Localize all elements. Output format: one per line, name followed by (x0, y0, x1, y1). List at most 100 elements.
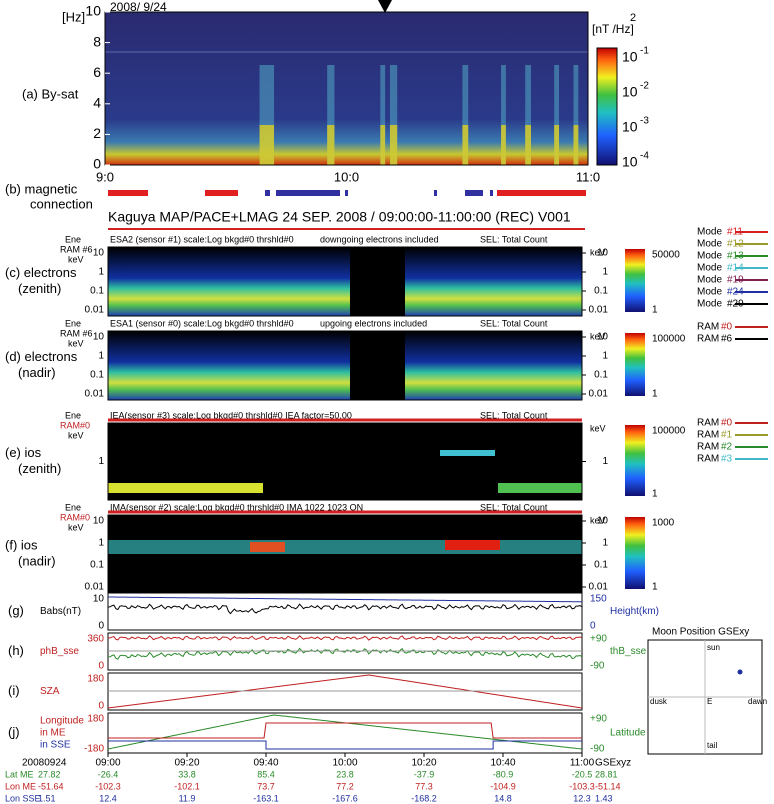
frame (107, 246, 583, 317)
label: (f) ios (5, 537, 38, 552)
label: [Hz] (62, 9, 85, 24)
label: +90 (590, 714, 607, 725)
label: -104.9 (490, 781, 516, 791)
label: 11:0 (576, 169, 600, 184)
label: RAM (697, 334, 719, 345)
label: Mode (697, 227, 722, 238)
label: 33.8 (178, 769, 196, 779)
label: Ene (65, 318, 81, 328)
label: -102.1 (174, 781, 200, 791)
label: Moon Position GSExy (652, 627, 749, 638)
colorbar (625, 333, 645, 396)
ion-hot (250, 542, 285, 552)
label: 1 (652, 489, 658, 500)
label: 12.3 (573, 793, 591, 803)
label: 0.01 (589, 305, 609, 316)
label: 28.81 (595, 769, 618, 779)
label: 2008/ 9/24 (110, 0, 167, 14)
label: 10 (622, 119, 638, 135)
ion-patch (440, 450, 495, 456)
label: (d) electrons (5, 349, 78, 364)
frame (104, 11, 589, 166)
label: +90 (590, 634, 607, 645)
label: GSExyz (595, 758, 631, 769)
label: connection (30, 196, 93, 211)
frame (107, 330, 583, 401)
label: -20.5 (572, 769, 593, 779)
label: 100000 (652, 426, 686, 437)
label: 1 (652, 389, 658, 400)
label: (zenith) (18, 281, 61, 296)
label: -2 (640, 81, 649, 92)
label: Ene (65, 502, 81, 512)
trace (107, 603, 583, 615)
label: Mode (697, 287, 722, 298)
label: 0.01 (85, 582, 105, 593)
label: #2 (721, 442, 733, 453)
label: RAM#0 (60, 420, 90, 430)
streak-core (501, 125, 506, 165)
label: -1 (640, 46, 649, 57)
streak-core (573, 125, 579, 165)
streak (554, 65, 560, 165)
label: 09:00 (95, 758, 120, 769)
label: -90 (590, 661, 605, 672)
label: downgoing electrons included (320, 234, 439, 244)
label: keV (590, 515, 606, 525)
streak (501, 65, 506, 165)
label: 180 (87, 714, 104, 725)
label: Latitude (610, 728, 646, 739)
label: 0.1 (594, 286, 608, 297)
ion-band (498, 483, 582, 493)
label: 150 (590, 594, 607, 605)
label: 0.1 (90, 370, 104, 381)
label: RAM (697, 454, 719, 465)
label: in ME (40, 728, 66, 739)
frame (107, 592, 583, 631)
label: RAM #6 (60, 328, 93, 338)
streak (573, 65, 579, 165)
label: phB_sse (40, 646, 79, 657)
label: 10 (622, 84, 638, 100)
label: -80.9 (493, 769, 514, 779)
label: Lon ME (5, 781, 36, 791)
streak (462, 65, 469, 165)
label: 0.01 (589, 389, 609, 400)
label: keV (590, 331, 606, 341)
label: ESA2 (sensor #1) scale:Log bkgd#0 thrshl… (110, 234, 294, 244)
label: 0.1 (90, 560, 104, 571)
label: 0 (93, 156, 101, 172)
label: RAM (697, 430, 719, 441)
colorbar (625, 249, 645, 312)
frame (107, 712, 583, 754)
label: 20080924 (22, 758, 67, 769)
trace (108, 740, 582, 750)
label: Lat ME (5, 769, 34, 779)
connection-bar (465, 190, 483, 196)
label: SEL: Total Count (480, 410, 548, 420)
streak (327, 65, 335, 165)
label: dusk (650, 697, 668, 706)
streak (380, 65, 386, 165)
moon-point (737, 669, 743, 675)
gap (350, 331, 405, 400)
streak-core (462, 125, 469, 165)
label: SZA (40, 686, 60, 697)
ion-band (108, 483, 263, 493)
label: keV (68, 254, 84, 264)
label: 10:00 (332, 758, 357, 769)
label: 100000 (652, 334, 686, 345)
label: -163.1 (253, 793, 279, 803)
label: 77.2 (336, 781, 354, 791)
connection-bar (490, 190, 493, 196)
label: 0 (98, 661, 104, 672)
label: Babs(nT) (40, 606, 81, 617)
trace (107, 635, 583, 641)
label: Mode (697, 275, 722, 286)
label: tail (707, 741, 717, 750)
label: 77.3 (415, 781, 433, 791)
label: 2 (93, 125, 101, 141)
label: (g) (8, 603, 24, 618)
streak (389, 65, 398, 165)
label: 85.4 (257, 769, 275, 779)
